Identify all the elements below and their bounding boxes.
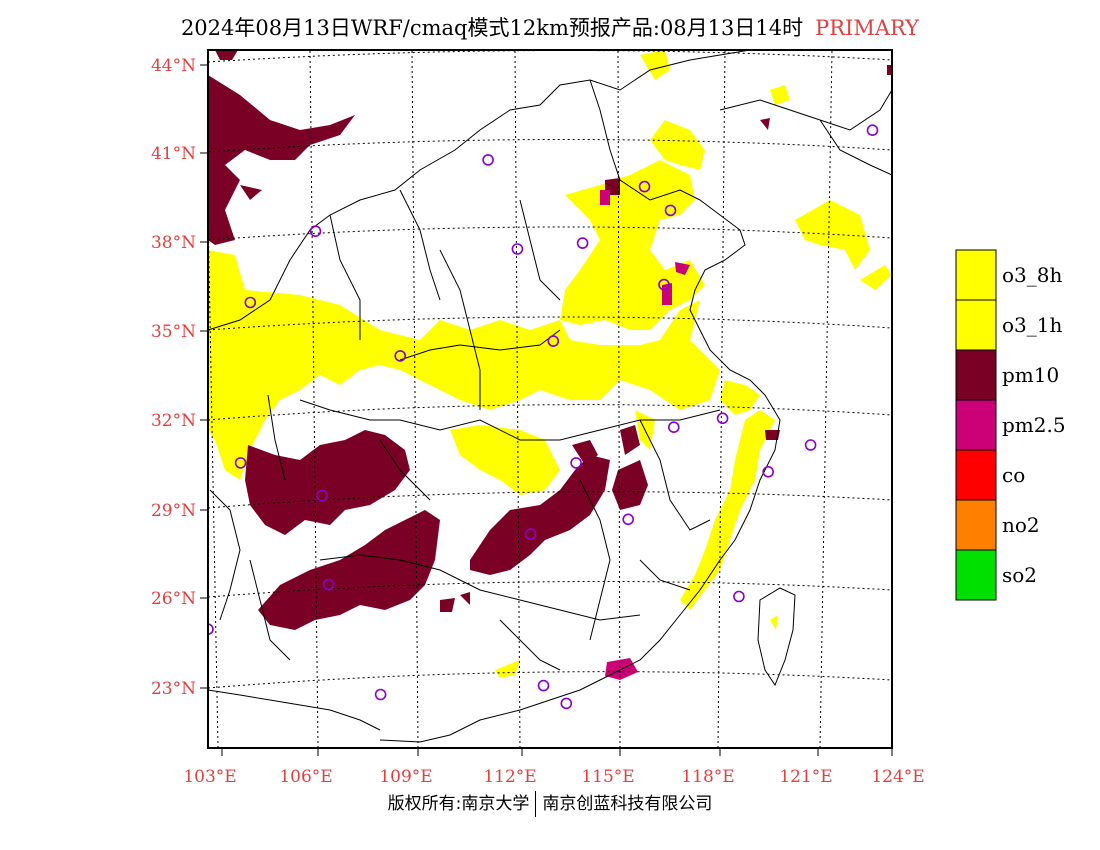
copyright-footer: 版权所有:南京大学 南京创蓝科技有限公司: [0, 789, 1100, 817]
city-marker: [511, 243, 524, 255]
lon-label: 112°E: [483, 767, 536, 787]
legend-swatch-no2: [955, 499, 997, 551]
legend-swatch-pm25: [955, 399, 997, 451]
lat-label: 41°N: [151, 144, 196, 164]
lon-label: 124°E: [871, 767, 924, 787]
legend-label: so2: [1002, 563, 1037, 587]
copyright-left: 版权所有:南京大学: [387, 794, 530, 814]
legend-swatch-pm10: [955, 349, 997, 401]
lat-label: 23°N: [151, 679, 196, 699]
city-marker: [733, 590, 745, 603]
copyright-right: 南京创蓝科技有限公司: [542, 794, 713, 814]
legend-label: o3_1h: [1002, 313, 1062, 337]
city-marker: [658, 278, 670, 291]
city-marker: [576, 237, 589, 249]
legend-label: pm10: [1002, 363, 1059, 387]
lat-label: 35°N: [151, 322, 196, 342]
lon-label: 118°E: [681, 767, 734, 787]
city-marker: [716, 412, 729, 425]
city-marker: [234, 457, 247, 469]
lat-label: 29°N: [151, 501, 196, 521]
city-marker: [866, 124, 879, 136]
longitude-axis: 103°E 106°E 109°E 112°E 115°E 118°E 121°E 124°E: [183, 748, 925, 787]
city-marker: [622, 513, 635, 526]
graticule: [208, 50, 892, 748]
city-marker: [560, 697, 573, 710]
city-marker: [524, 528, 537, 540]
legend-swatch-co: [955, 449, 997, 501]
city-marker: [316, 489, 328, 502]
title-text: 2024年08月13日WRF/cmaq模式12km预报产品:08月13日14时: [180, 16, 804, 40]
latitude-axis: 44°N 41°N 38°N 35°N 32°N 29°N 26°N 23°N: [151, 56, 208, 699]
lon-label: 115°E: [581, 767, 634, 787]
city-marker: [804, 439, 817, 451]
city-marker: [537, 679, 550, 692]
city-marker: [374, 688, 387, 701]
lon-label: 109°E: [379, 767, 432, 787]
city-marker: [638, 180, 651, 193]
map-background: [208, 50, 892, 748]
copyright-separator: [535, 791, 537, 817]
city-marker: [208, 623, 214, 635]
city-marker: [762, 465, 775, 478]
city-marker: [482, 154, 494, 166]
legend: o3_8h o3_1h pm10 pm2.5 co no2 so2: [955, 249, 1066, 601]
lat-label: 38°N: [151, 233, 196, 253]
city-marker: [244, 296, 257, 309]
lon-label: 103°E: [183, 767, 236, 787]
map-title: 2024年08月13日WRF/cmaq模式12km预报产品:08月13日14时 P…: [0, 12, 1100, 42]
lon-label: 121°E: [779, 767, 832, 787]
lon-label: 106°E: [279, 767, 332, 787]
map-frame: [207, 49, 893, 749]
pm10-layer: [208, 50, 892, 630]
city-markers: [208, 124, 879, 710]
city-marker: [667, 421, 680, 434]
city-marker: [664, 204, 677, 217]
legend-swatch-so2: [955, 549, 997, 601]
lat-label: 32°N: [151, 411, 196, 431]
legend-swatch-o31h: [955, 299, 997, 351]
city-marker: [309, 225, 322, 237]
city-marker: [322, 578, 335, 591]
legend-label: no2: [1002, 513, 1040, 537]
legend-label: co: [1002, 463, 1025, 487]
city-marker: [394, 350, 407, 362]
legend-swatch-o38h: [955, 249, 997, 301]
city-marker: [570, 457, 582, 469]
legend-label: o3_8h: [1002, 263, 1062, 287]
title-primary-tag: PRIMARY: [815, 16, 920, 40]
city-marker: [547, 335, 560, 347]
boundaries: [208, 50, 892, 743]
lat-label: 26°N: [151, 589, 196, 609]
legend-label: pm2.5: [1002, 413, 1066, 437]
lat-label: 44°N: [151, 56, 196, 76]
